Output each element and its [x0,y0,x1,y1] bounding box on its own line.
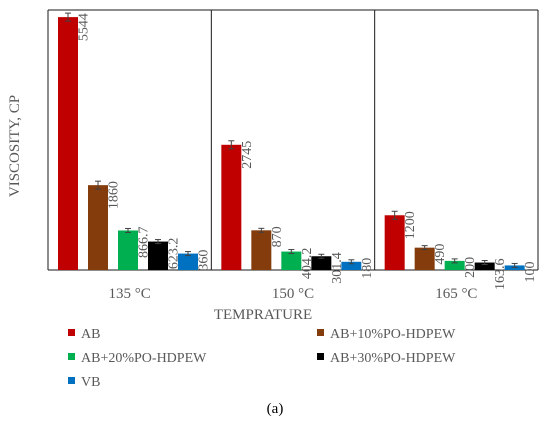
x-tick-label: 135 °C [109,286,151,302]
bar [414,247,435,270]
legend-swatch [68,329,75,336]
bar [281,251,302,270]
legend-entry: AB+20%PO-HDPEW [81,351,207,366]
bar [444,260,465,270]
data-label: 2745 [240,141,255,169]
data-label: 180 [360,258,375,279]
x-tick-label: 150 °C [272,286,314,302]
y-axis-label: VISCOSITY, CP [7,95,23,197]
x-tick-label: 165 °C [435,286,477,302]
data-label: 870 [270,226,285,247]
legend-swatch [68,377,75,384]
data-label: 200 [463,257,478,278]
legend-swatch [68,353,75,360]
data-label: 100 [523,261,538,282]
legend-entry: AB+30%PO-HDPEW [330,351,456,366]
figure-caption: (a) [267,401,284,417]
bar [148,241,168,270]
bar [58,17,78,271]
data-label: 5544 [77,13,92,41]
bar [474,262,495,270]
legend-entry: VB [81,375,100,390]
legend: AB AB+10%PO-HDPEW AB+20%PO-HDPEW AB+30%PO-H… [68,327,456,390]
legend-entry: AB+10%PO-HDPEW [330,327,456,342]
data-label: 404.2 [300,248,315,280]
data-label: 623.2 [167,238,182,270]
data-label: 1200 [403,211,418,239]
bar [221,144,242,270]
bar [311,256,332,270]
labels-layer: 5544 1860 866.7 623.2 360 135 °C 2745 870 404.2 3… [77,13,539,302]
legend-swatch [317,353,324,360]
bar [251,230,272,270]
bar [384,215,405,270]
bar [178,253,198,270]
bar [118,230,138,270]
bar [341,261,362,270]
data-label: 360 [197,250,212,271]
data-label: 490 [433,244,448,265]
legend-entry: AB [81,327,100,342]
bar [88,185,108,270]
data-label: 1860 [107,181,122,209]
bars-layer [58,12,525,271]
legend-swatch [317,329,324,336]
x-axis-label: TEMPRATURE [214,307,312,323]
data-label: 866.7 [137,226,152,258]
data-label: 163.6 [493,259,508,291]
data-label: 301.4 [330,252,345,284]
